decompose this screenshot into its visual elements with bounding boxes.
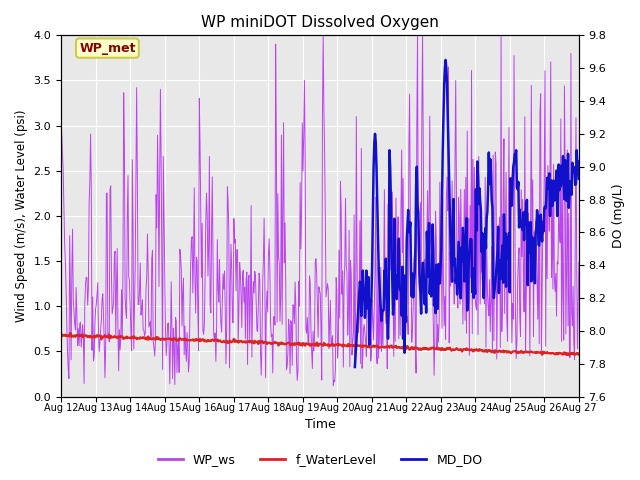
- Y-axis label: Wind Speed (m/s), Water Level (psi): Wind Speed (m/s), Water Level (psi): [15, 110, 28, 322]
- Y-axis label: DO (mg/L): DO (mg/L): [612, 184, 625, 248]
- X-axis label: Time: Time: [305, 419, 335, 432]
- Legend: WP_ws, f_WaterLevel, MD_DO: WP_ws, f_WaterLevel, MD_DO: [152, 448, 488, 471]
- Text: WP_met: WP_met: [79, 42, 136, 55]
- Title: WP miniDOT Dissolved Oxygen: WP miniDOT Dissolved Oxygen: [201, 15, 439, 30]
